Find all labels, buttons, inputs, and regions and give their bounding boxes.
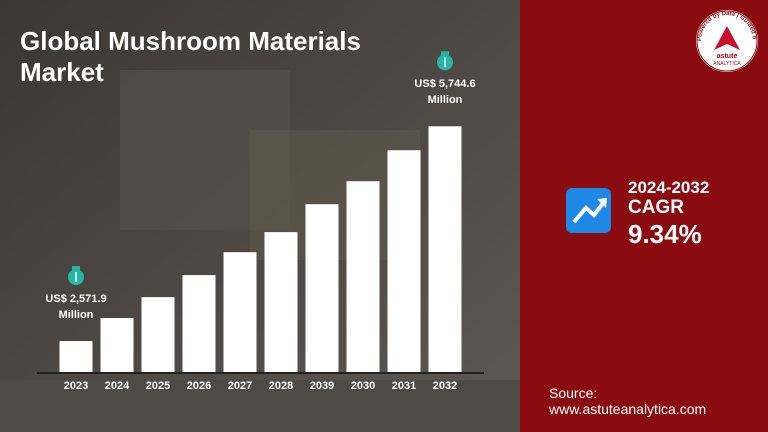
bar [141,297,175,373]
cagr-period: 2024-2032 [628,178,710,197]
bar [387,150,421,373]
x-tick-label: 2030 [350,380,376,392]
bar [59,341,93,373]
x-tick-label: 2023 [63,380,89,392]
bar [182,275,216,373]
bar [264,232,298,373]
bar [346,181,380,373]
source-url: www.astuteanalytica.com [549,401,707,417]
logo-ring [696,10,758,72]
source-label: Source: [549,385,598,401]
x-tick-label: 2026 [186,380,212,392]
cagr-icon-arrowhead [597,198,607,208]
cagr-label: CAGR [628,197,684,218]
value-label: US$ 5,744.6 Million [414,78,476,107]
bar [223,252,257,373]
chart-title: Global Mushroom Materials Market [20,26,361,87]
bar [100,318,134,373]
x-tick-label: 2028 [268,380,294,392]
value-label: US$ 2,571.9 Million [45,293,107,322]
x-tick-label: 2032 [432,380,458,392]
x-tick-label: 2027 [227,380,253,392]
x-tick-label: 2031 [391,380,417,392]
logo-mark [714,26,740,50]
x-tick-label: 2025 [145,380,171,392]
money-icon-top [72,266,80,271]
x-tick-label: 2039 [309,380,335,392]
logo-name: astute [717,53,738,60]
x-tick-label: 2024 [104,380,130,392]
plot [37,51,484,374]
cagr-icon-arrow [572,200,606,224]
side-panel [520,0,768,432]
bar [305,204,339,373]
cagr-value: 9.34% [628,219,702,249]
logo-sub: ANALYTICA [713,61,741,67]
bar [428,126,462,374]
money-icon-top [441,51,449,56]
bg-floor [0,380,520,432]
